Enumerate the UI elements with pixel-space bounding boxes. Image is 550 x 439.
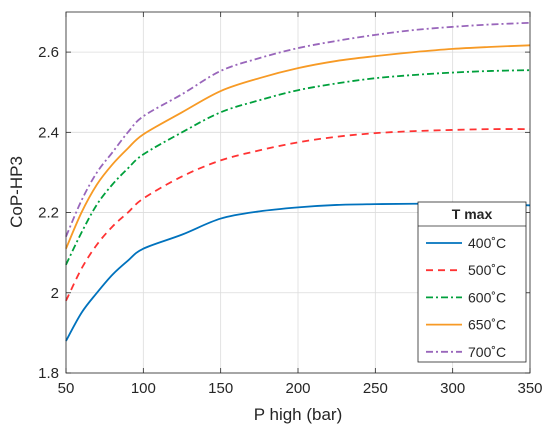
y-axis-label: CoP-HP3 [7, 156, 26, 228]
x-tick-label: 300 [440, 380, 465, 397]
x-tick-label: 350 [517, 380, 542, 397]
legend-entry-label: 600˚C [468, 289, 506, 305]
x-tick-label: 200 [285, 380, 310, 397]
y-tick-label: 2.2 [38, 205, 59, 222]
y-tick-label: 2 [51, 285, 59, 302]
axis-ticks: 50 100 150 200 250 300 350 1.8 2 2.2 2.4 2.6 [38, 12, 543, 397]
series-line [65, 128, 531, 302]
legend: T max 400˚C 500˚C 600˚C 650˚C 700˚C [417, 201, 527, 363]
x-axis-label: P high (bar) [254, 405, 343, 424]
legend-entry-label: 700˚C [468, 344, 506, 360]
y-tick-label: 2.6 [38, 44, 59, 61]
legend-box [417, 201, 527, 363]
x-tick-label: 150 [208, 380, 233, 397]
series-line [65, 21, 531, 237]
legend-entry-label: 650˚C [468, 317, 506, 333]
x-tick-label: 50 [58, 380, 75, 397]
y-tick-label: 1.8 [38, 365, 59, 382]
x-tick-label: 250 [363, 380, 388, 397]
legend-entry-label: 500˚C [468, 262, 506, 278]
y-tick-label: 2.4 [38, 124, 59, 141]
x-tick-label: 100 [131, 380, 156, 397]
series-line [65, 69, 531, 266]
legend-title: T max [452, 206, 493, 222]
series-line [65, 44, 531, 250]
legend-entry-label: 400˚C [468, 235, 506, 251]
